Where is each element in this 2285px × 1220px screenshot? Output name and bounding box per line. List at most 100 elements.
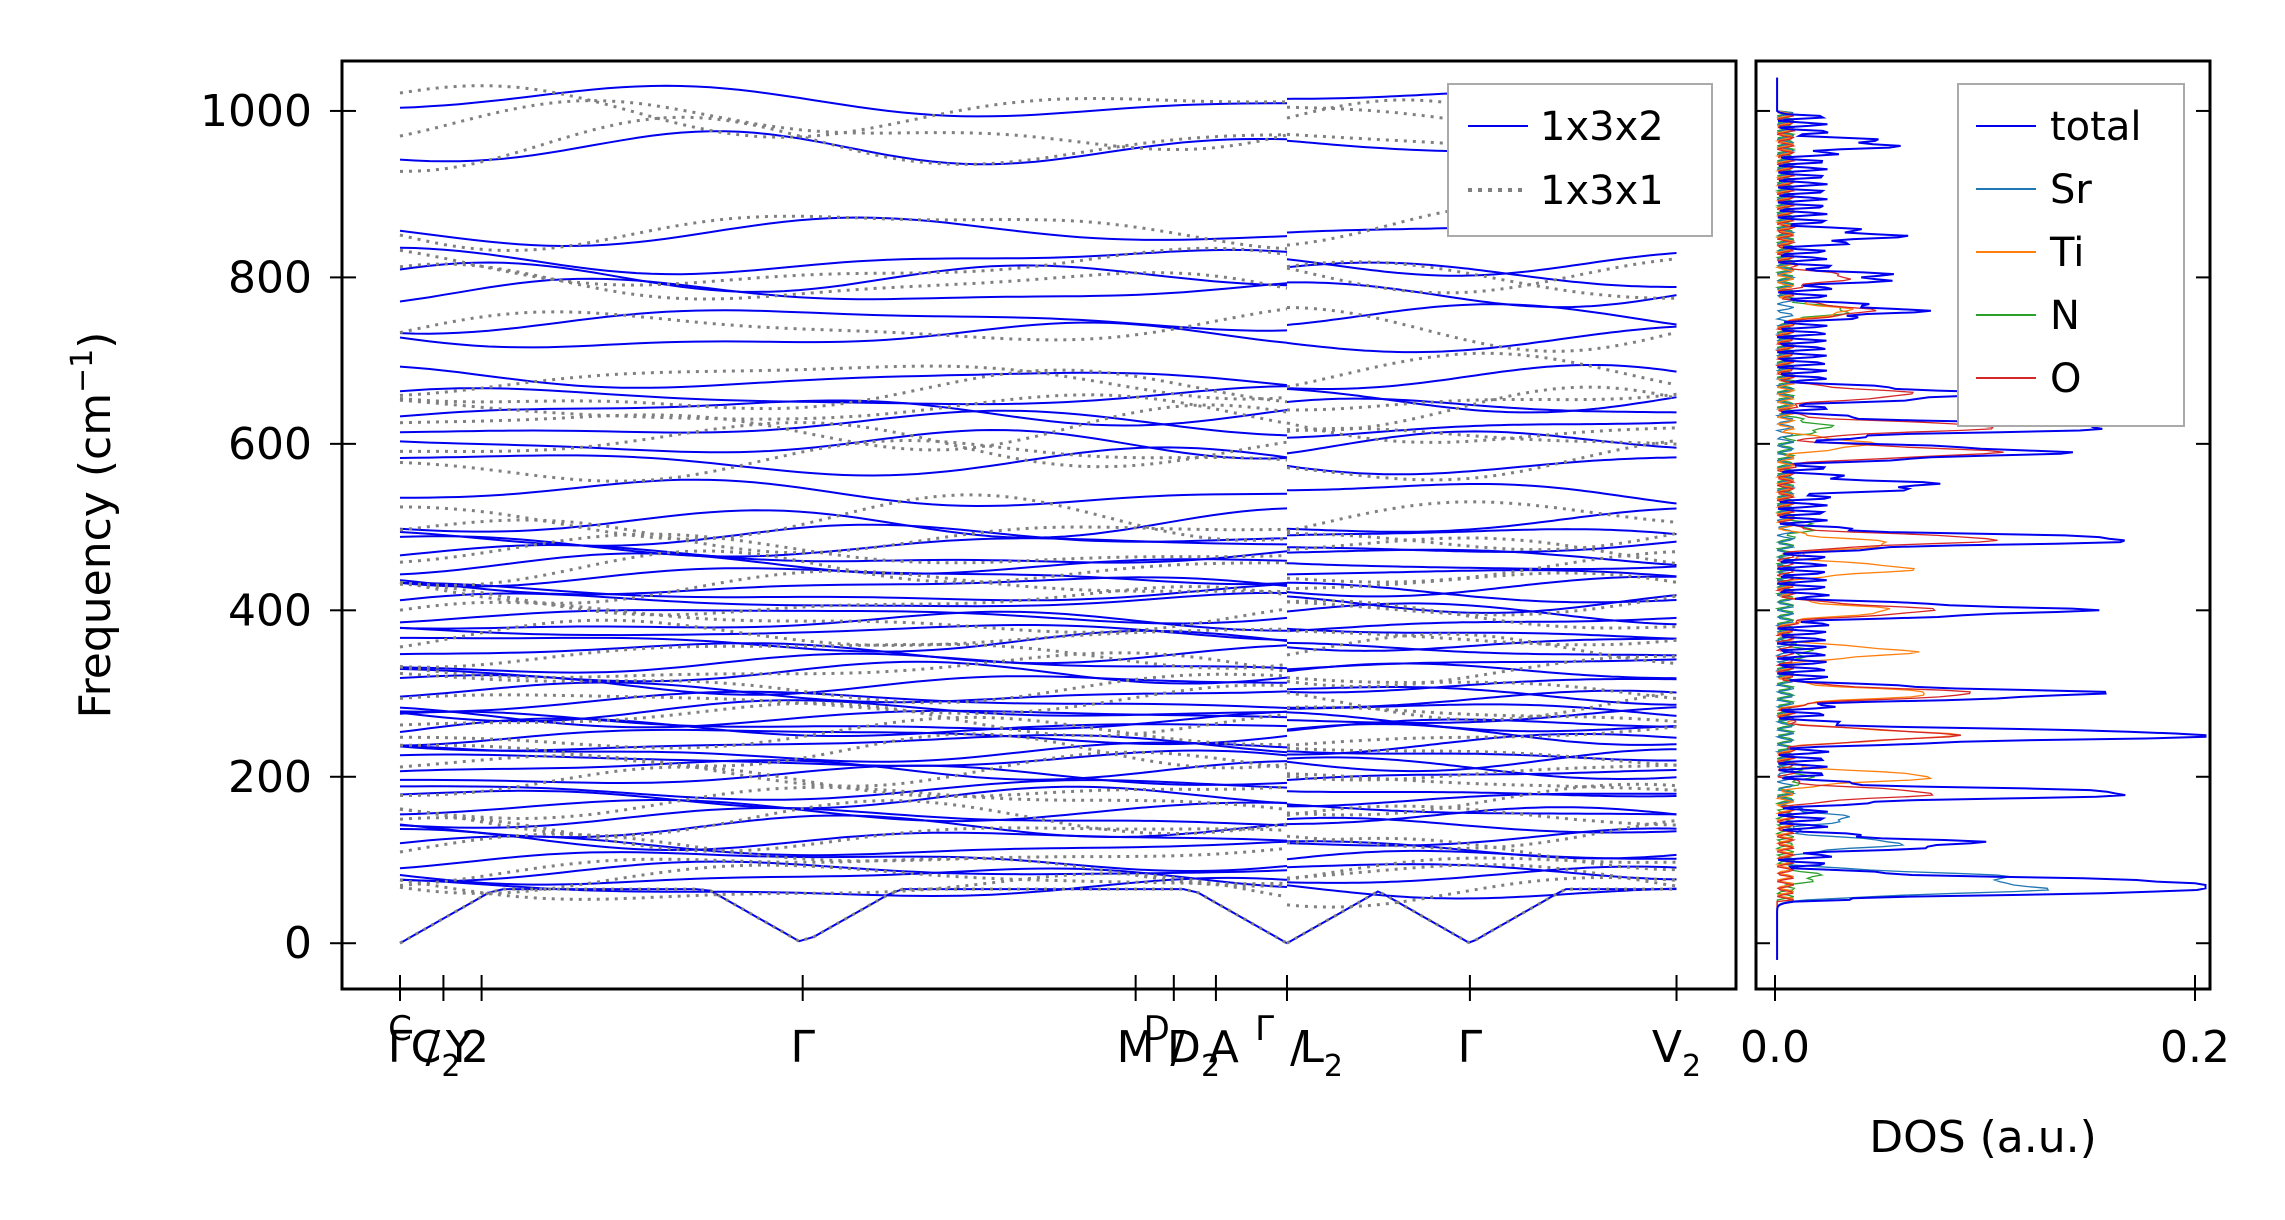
band-line (1286, 325, 1677, 354)
band-line (1286, 439, 1677, 482)
band-line (399, 365, 1288, 389)
dos-x-ticks: 0.0 0.2 (1740, 975, 2230, 1073)
band-k-point-label: Γ (1458, 1022, 1483, 1073)
band-line (1286, 548, 1677, 566)
band-line (399, 785, 1288, 810)
dos-legend-label: Ti (2049, 230, 2084, 276)
band-line (1286, 856, 1677, 881)
band-line (399, 552, 1288, 576)
band-line (400, 582, 1288, 602)
band-line (400, 764, 1288, 786)
band-k-point-label: Γ (388, 1022, 413, 1073)
band-line (1286, 575, 1677, 598)
band-line (1286, 531, 1677, 552)
band-line (399, 734, 1288, 754)
band-line (1286, 725, 1677, 747)
band-line (1286, 827, 1677, 847)
band-legend-frame (1447, 83, 1713, 237)
band-line (1286, 616, 1677, 632)
band-line (399, 130, 1288, 166)
band-line (399, 84, 1288, 118)
band-line (1286, 756, 1677, 780)
band-line (1286, 806, 1677, 826)
band-line (1286, 385, 1677, 432)
band-line (1286, 507, 1677, 533)
band-line (1286, 884, 1677, 900)
band-y-tick-label: 0 (284, 918, 312, 969)
band-legend-label-1x3x1: 1x3x1 (1540, 168, 1664, 214)
dos-line-total (1776, 77, 2207, 960)
band-k-point-label: / (1290, 1022, 1305, 1073)
band-k-point-label: C (388, 1009, 412, 1049)
dos-legend-label: N (2050, 293, 2080, 339)
band-y-tick-label: 600 (228, 419, 312, 470)
band-line (1286, 836, 1677, 872)
band-line (1286, 500, 1677, 533)
band-line (399, 309, 1288, 335)
band-line (399, 759, 1288, 781)
band-line (399, 216, 1288, 248)
band-line (1286, 303, 1677, 326)
band-k-point-label: / (425, 1022, 440, 1073)
band-line (1286, 388, 1677, 414)
band-line (399, 428, 1288, 460)
band-y-ticks: 0 200 400 600 800 1000 (200, 86, 2210, 969)
band-line (1286, 483, 1677, 505)
band-line (1286, 748, 1677, 773)
band-line (1286, 252, 1677, 277)
dos-legend-label: O (2050, 356, 2081, 402)
band-line (399, 651, 1288, 679)
band-line (399, 507, 1288, 539)
band-k-point-label: V2 (1652, 1022, 1701, 1084)
band-line (1286, 703, 1677, 717)
band-line (1286, 772, 1677, 792)
band-line (399, 681, 1288, 704)
band-line (399, 749, 1288, 767)
band-line (1286, 627, 1677, 640)
band-line (399, 610, 1288, 632)
band-line (1286, 678, 1677, 694)
band-line (399, 261, 1288, 293)
band-line (1286, 594, 1677, 617)
band-line (399, 860, 1288, 882)
band-line (1286, 540, 1677, 553)
band-line (399, 671, 1288, 705)
band-line (399, 690, 1288, 713)
band-k-point-label: 2 (461, 1022, 489, 1073)
band-line (399, 399, 1288, 427)
band-line (1286, 351, 1677, 389)
band-line (399, 84, 1288, 139)
band-line (1286, 790, 1677, 798)
band-k-point-label: Y (445, 1022, 473, 1073)
dos-x-tick-label: 0.0 (1740, 1022, 1810, 1073)
band-line (1286, 456, 1677, 476)
band-line (399, 876, 1288, 898)
band-line (1287, 732, 1677, 756)
band-line (1286, 690, 1677, 722)
band-line (1286, 528, 1677, 537)
band-line (1286, 364, 1677, 390)
band-k-point-label: Γ (1255, 1009, 1274, 1049)
band-line (1286, 705, 1677, 724)
band-line (1286, 629, 1677, 647)
band-line (399, 409, 1288, 437)
band-k-point-subscript: 2 (1682, 1049, 1701, 1084)
band-y-tick-label: 400 (228, 585, 312, 636)
dos-panel: 0.0 0.2 DOS (a.u.) total Sr Ti NO (1740, 59, 2230, 1163)
dos-legend: total Sr Ti NO (1957, 83, 2185, 427)
dos-legend-label: total (2050, 104, 2141, 150)
band-line (399, 115, 1288, 173)
band-k-point-label: Γ (790, 1022, 815, 1073)
band-line (1286, 599, 1677, 630)
band-k-point-subscript: 2 (1201, 1049, 1220, 1084)
band-line (399, 609, 1288, 625)
band-line (1286, 865, 1677, 884)
band-line (1286, 637, 1677, 652)
band-curves (399, 84, 1677, 945)
band-line (1286, 887, 1677, 945)
band-y-tick-label: 800 (228, 252, 312, 303)
band-line (1287, 281, 1677, 309)
band-line (399, 683, 1288, 715)
